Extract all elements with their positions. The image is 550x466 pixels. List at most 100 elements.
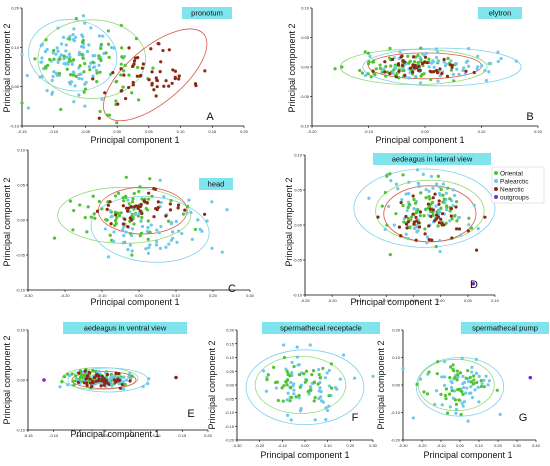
point-oriental-D <box>469 226 474 230</box>
point-nearctic-B <box>423 60 427 64</box>
point-oriental-D <box>383 190 387 195</box>
point-palearctic-A <box>59 53 63 57</box>
point-nearctic-E <box>118 386 122 390</box>
point-nearctic-A <box>154 94 158 98</box>
point-palearctic-G <box>460 401 464 405</box>
point-nearctic-A <box>193 82 198 86</box>
point-oriental-B <box>402 68 406 73</box>
point-oriental-A <box>20 101 24 105</box>
panel-letter-C: C <box>228 283 236 295</box>
panel-title-G: spermathecal pump <box>472 324 538 333</box>
point-palearctic-E <box>97 369 101 373</box>
point-oriental-F <box>302 372 306 376</box>
point-nearctic-A <box>141 62 145 66</box>
point-oriental-G <box>435 372 439 376</box>
point-nearctic-C <box>145 201 149 205</box>
point-palearctic-A <box>72 71 76 75</box>
point-oriental-A <box>83 87 88 91</box>
point-oriental-G <box>479 379 483 383</box>
point-palearctic-D <box>412 227 417 231</box>
point-nearctic-B <box>423 55 428 59</box>
point-oriental-A <box>99 42 103 47</box>
point-palearctic-A <box>77 52 81 57</box>
point-palearctic-D <box>458 233 463 237</box>
point-nearctic-C <box>176 203 181 207</box>
point-oriental-B <box>358 68 362 73</box>
point-palearctic-A <box>50 92 54 96</box>
point-palearctic-G <box>470 370 474 374</box>
point-palearctic-F <box>289 380 293 385</box>
point-palearctic-E <box>127 375 131 379</box>
point-palearctic-A <box>83 104 87 108</box>
point-palearctic-F <box>313 418 317 422</box>
point-nearctic-A <box>177 74 181 78</box>
point-oriental-B <box>378 63 382 67</box>
point-nearctic-D <box>483 215 487 219</box>
x-axis-title-F: Principal component 1 <box>260 450 349 460</box>
point-nearctic-C <box>164 214 168 218</box>
point-oriental-D <box>428 197 432 201</box>
point-palearctic-A <box>59 42 64 46</box>
panel-D: -0.25 -0.20 -0.15 -0.10 -0.05 0.00 0.05 0.10 -0.… <box>284 153 500 308</box>
point-oriental-C <box>117 213 122 218</box>
point-palearctic-B <box>480 64 484 68</box>
point-oriental-A <box>127 73 131 77</box>
point-palearctic-G <box>434 389 439 393</box>
point-palearctic-F <box>289 418 293 422</box>
point-nearctic-D <box>429 214 433 219</box>
point-nearctic-C <box>138 209 142 213</box>
point-palearctic-B <box>408 71 412 75</box>
point-palearctic-D <box>429 174 434 179</box>
point-oriental-G <box>475 380 479 385</box>
point-nearctic-A <box>119 67 123 71</box>
point-palearctic-A <box>55 73 59 78</box>
point-nearctic-D <box>427 224 431 228</box>
point-palearctic-C <box>198 227 202 231</box>
point-nearctic-D <box>405 222 409 226</box>
point-palearctic-A <box>25 73 29 78</box>
point-nearctic-C <box>125 209 130 213</box>
point-palearctic-F <box>318 386 322 390</box>
point-palearctic-G <box>456 375 460 379</box>
panel-letter-E: E <box>187 408 194 420</box>
point-oriental-B <box>406 54 410 58</box>
point-nearctic-C <box>168 208 173 212</box>
point-oriental-A <box>44 38 48 42</box>
point-oriental-D <box>450 217 454 221</box>
point-palearctic-A <box>73 84 77 88</box>
point-oriental-G <box>461 392 465 396</box>
point-nearctic-B <box>394 75 398 79</box>
point-nearctic-D <box>466 229 470 233</box>
point-oriental-C <box>138 234 142 238</box>
point-oriental-G <box>471 382 475 386</box>
point-palearctic-F <box>324 406 328 410</box>
point-oriental-G <box>415 382 419 386</box>
point-nearctic-D <box>411 194 415 198</box>
point-palearctic-C <box>112 239 116 243</box>
point-palearctic-D <box>415 223 419 227</box>
point-nearctic-C <box>156 200 160 204</box>
point-oriental-D <box>439 187 443 192</box>
point-nearctic-B <box>408 66 413 70</box>
point-oriental-D <box>424 207 428 211</box>
point-oriental-E <box>72 383 76 387</box>
point-oriental-C <box>146 237 150 241</box>
legend-box <box>491 166 545 204</box>
point-nearctic-A <box>177 77 181 81</box>
point-palearctic-F <box>317 389 321 393</box>
x-tick-label-A: 0.10 <box>177 129 186 134</box>
point-oriental-F <box>294 395 298 399</box>
point-palearctic-C <box>210 246 214 250</box>
point-palearctic-A <box>39 43 43 48</box>
point-oriental-D <box>430 200 435 204</box>
x-tick-label-E: 0.20 <box>204 433 213 438</box>
x-tick-label-D: 0.10 <box>491 298 500 303</box>
point-nearctic-A <box>97 116 101 120</box>
point-nearctic-A <box>161 48 165 53</box>
point-nearctic-C <box>121 204 125 208</box>
point-palearctic-G <box>462 380 467 384</box>
y-tick-label-G: 0.20 <box>392 328 401 333</box>
point-nearctic-B <box>371 69 375 73</box>
point-nearctic-E <box>100 378 104 382</box>
point-nearctic-D <box>417 221 421 225</box>
